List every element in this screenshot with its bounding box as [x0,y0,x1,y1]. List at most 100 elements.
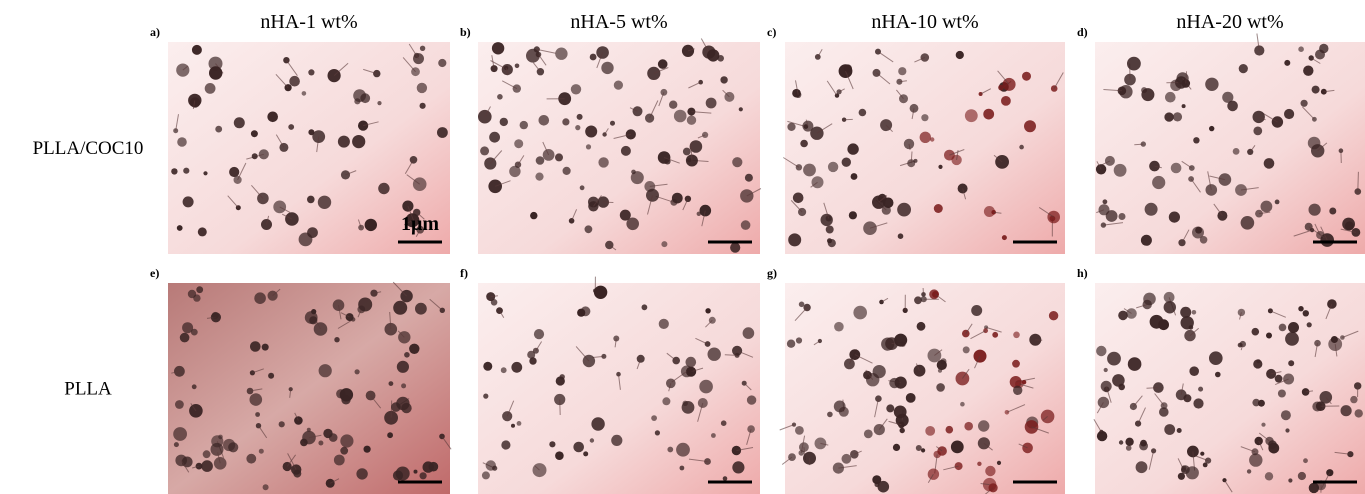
cell [803,163,816,177]
cell [419,472,427,480]
cell-process [251,184,264,199]
cell [509,165,521,178]
micrograph [1095,33,1365,254]
cell [481,471,490,480]
micrograph [779,283,1065,494]
cell-process [316,321,321,330]
cell [393,300,408,315]
cell [579,185,585,191]
cell [1249,453,1263,467]
cell-process [956,150,959,160]
cell [401,402,412,414]
cell-process [389,311,392,330]
cell-process [1105,386,1112,403]
cell [318,364,332,378]
cell [246,453,257,464]
cell [483,361,493,371]
cell [419,45,426,51]
cell-process [416,212,425,220]
cell-process [813,340,821,346]
cell [717,55,724,62]
cell-process [1323,89,1335,93]
cell-process [289,389,292,398]
cell-process [1181,160,1193,169]
cell-process [275,73,289,89]
cell [825,215,832,222]
cell [1298,46,1304,52]
cell [610,120,615,126]
cell [788,233,802,247]
cell-process [542,141,550,156]
cell [1200,451,1205,456]
cell-process [927,473,934,483]
cell [658,318,669,329]
cell [1215,371,1221,378]
cell [786,339,796,348]
cell-process [441,436,452,450]
cell-process [697,402,704,422]
cell-process [338,305,342,320]
cell [1264,472,1274,481]
cell-process [935,293,946,303]
cell [1118,310,1128,321]
cell-process [878,418,888,430]
cell [625,129,636,140]
cell [971,305,983,316]
cell-process [1258,211,1271,215]
cell [378,182,390,195]
cell-process [1101,160,1111,166]
cell [792,192,804,204]
cell-process [943,465,959,471]
cell [182,322,194,334]
cell-process [653,67,669,74]
cell [171,168,178,175]
cell-process [1137,407,1146,424]
cell [613,80,624,90]
cell [711,433,716,438]
cell [1163,301,1177,314]
cell-process [980,483,990,486]
cell-process [1146,387,1159,389]
cell-process [333,62,349,76]
cell-process [1042,416,1048,421]
cell [598,157,609,168]
cell [529,357,537,365]
cell [705,97,717,109]
cell-process [286,454,297,467]
cell [1096,345,1107,357]
cell-process [1093,418,1102,433]
micrograph [1093,283,1365,494]
cell [589,53,597,61]
cell-process [993,154,1003,163]
cell [983,108,995,120]
cell [631,169,636,175]
cell-process [532,62,541,73]
cell-process [495,180,511,187]
cell-process [1207,171,1212,190]
cell-process [974,355,981,369]
cell [317,195,332,209]
cell [511,361,523,373]
cell [925,426,936,436]
micrograph-background [1095,283,1365,494]
cell [409,343,420,354]
cell [996,460,1002,465]
cell [203,171,208,176]
cell [1189,366,1199,377]
cell [337,135,350,148]
cell-process [838,465,857,469]
cell [827,161,839,173]
cell-process [285,59,298,76]
cell [945,425,954,434]
cell-process [363,68,377,75]
cell-process [392,281,407,297]
cell [415,302,427,315]
cell [930,137,935,142]
cell [173,427,188,441]
cell [960,401,965,407]
cell-process [1240,187,1259,191]
cell [1112,374,1125,387]
cell [1159,407,1169,417]
cell [798,301,805,308]
cell [555,47,568,60]
